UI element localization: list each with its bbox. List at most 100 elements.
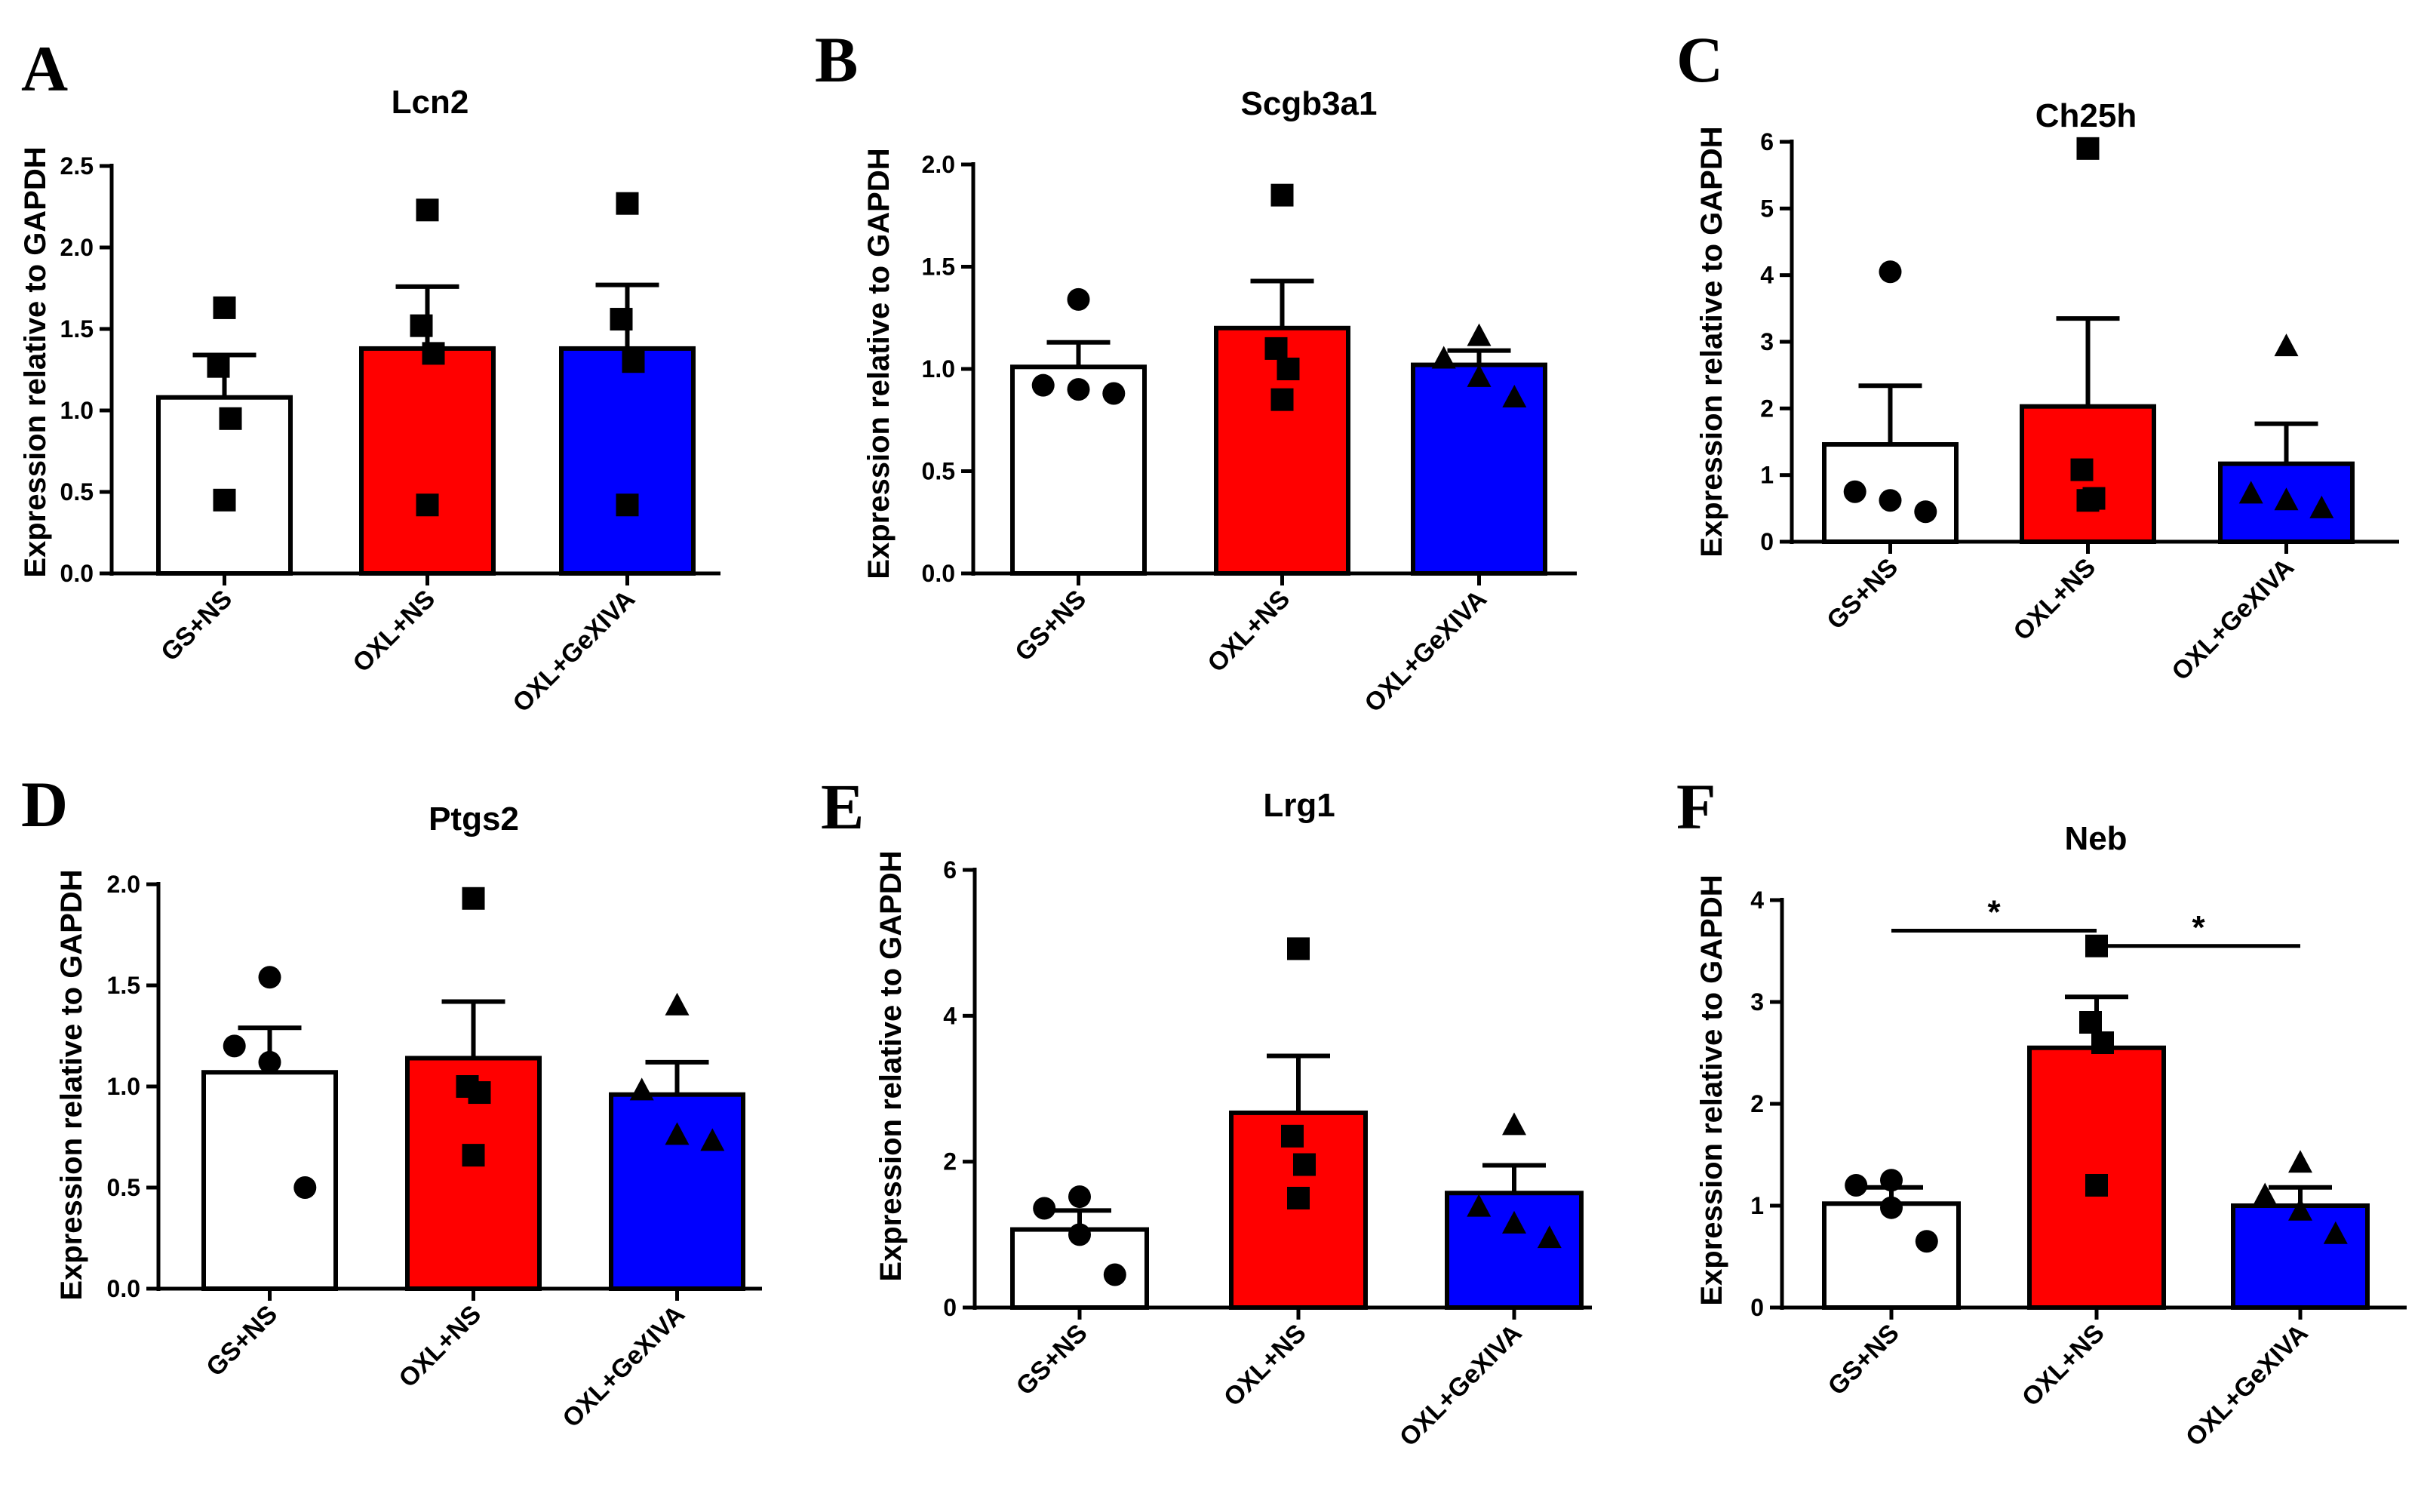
panel-letter: D <box>21 768 68 841</box>
y-axis-label: Expression relative to GAPDH <box>1695 874 1728 1305</box>
data-point <box>422 342 445 365</box>
y-tick-label: 0.0 <box>107 1275 140 1302</box>
data-point <box>1914 500 1937 524</box>
data-point <box>1067 287 1090 311</box>
data-point <box>2253 1182 2278 1206</box>
y-tick-label: 2.5 <box>60 152 94 180</box>
data-point <box>665 1122 690 1145</box>
x-tick-label: OXL+NS <box>1218 1319 1312 1412</box>
data-point <box>2309 495 2334 518</box>
x-tick-label: OXL+GeXIVA <box>557 1300 690 1434</box>
panel-e: E Lrg1 Expression relative to GAPDH 0 2 4 6 GS+… <box>821 770 1592 1452</box>
panel-d: D Ptgs2 Expression relative to GAPDH 0.0 0.5… <box>21 768 762 1434</box>
data-point <box>622 350 645 373</box>
y-tick-label: 6 <box>1760 128 1774 155</box>
y-tick-label: 0.5 <box>107 1174 140 1201</box>
data-point <box>2274 487 2299 511</box>
y-tick-label: 2 <box>943 1148 957 1175</box>
data-point <box>1880 1196 1903 1219</box>
panel-c: C Ch25h Expression relative to GAPDH 0 1 2 3 4 5… <box>1676 23 2399 687</box>
x-tick-label: OXL+GeXIVA <box>1359 585 1492 718</box>
y-axis-label: Expression relative to GAPDH <box>862 148 896 579</box>
x-tick-label: GS+NS <box>1821 553 1903 635</box>
data-point <box>2070 458 2094 481</box>
bar-oxl-gexiva <box>559 346 696 576</box>
y-tick-label: 1.5 <box>60 315 94 343</box>
data-point <box>2079 1011 2102 1034</box>
chart-title: Neb <box>2064 820 2127 857</box>
y-tick-label: 6 <box>943 856 957 884</box>
data-point <box>1068 1223 1091 1246</box>
significance-star: * <box>1987 894 2001 931</box>
data-point <box>1502 1210 1526 1234</box>
data-point <box>1067 378 1090 401</box>
y-axis-label: Expression relative to GAPDH <box>19 146 52 577</box>
data-point <box>1102 382 1126 405</box>
x-tick-label: OXL+GeXIVA <box>507 585 641 718</box>
data-point <box>2323 1221 2348 1244</box>
data-point <box>700 1128 725 1151</box>
y-tick-label: 2 <box>1750 1090 1764 1117</box>
data-point <box>1293 1153 1316 1176</box>
data-point <box>1915 1230 1938 1253</box>
panel-letter: E <box>821 770 864 843</box>
y-tick-label: 0 <box>1760 528 1774 555</box>
bar-gs-ns <box>1010 364 1147 576</box>
y-tick-label: 2.0 <box>107 871 140 898</box>
data-point <box>2288 1150 2312 1173</box>
data-point <box>2274 333 2299 357</box>
data-point <box>665 992 690 1016</box>
data-point <box>1467 1194 1492 1217</box>
x-tick-label: GS+NS <box>155 585 238 667</box>
panel-b: B Scgb3a1 Expression relative to GAPDH 0.0 0… <box>815 23 1577 718</box>
x-tick-label: OXL+NS <box>2008 553 2101 647</box>
data-point <box>2238 481 2263 504</box>
chart-title: Ptgs2 <box>429 801 519 837</box>
y-tick-label: 0 <box>943 1294 957 1321</box>
data-point <box>213 296 236 319</box>
panel-letter: B <box>815 23 858 96</box>
y-tick-label: 1.5 <box>922 254 955 281</box>
data-point <box>1502 1112 1526 1136</box>
data-point <box>2288 1197 2312 1221</box>
y-axis-label: Expression relative to GAPDH <box>55 869 88 1300</box>
x-tick-label: GS+NS <box>1823 1319 1905 1401</box>
data-point <box>416 198 439 222</box>
x-tick-label: GS+NS <box>201 1300 283 1382</box>
y-tick-label: 0.5 <box>60 478 94 506</box>
y-tick-label: 4 <box>1750 887 1764 914</box>
x-tick-label: OXL+NS <box>393 1300 487 1394</box>
x-tick-label: OXL+NS <box>2017 1319 2110 1412</box>
panel-a: A Lcn2 Expression relative to GAPDH 0.0 0.5 1… <box>19 32 720 718</box>
significance-star: * <box>2192 909 2205 946</box>
data-point <box>629 1077 654 1101</box>
data-point <box>207 355 230 378</box>
x-tick-label: GS+NS <box>1009 585 1092 667</box>
y-tick-label: 4 <box>1760 262 1774 289</box>
data-point <box>616 192 639 215</box>
data-point <box>1467 364 1492 387</box>
y-tick-label: 3 <box>1750 988 1764 1016</box>
data-point <box>2076 489 2100 512</box>
y-axis-label: Expression relative to GAPDH <box>874 850 908 1281</box>
data-point <box>616 493 639 517</box>
data-point <box>219 407 242 430</box>
data-point <box>2091 1031 2114 1054</box>
x-tick-label: OXL+GeXIVA <box>2180 1319 2314 1452</box>
data-point <box>1287 1187 1310 1209</box>
y-tick-label: 1.0 <box>922 355 955 383</box>
panel-letter: C <box>1676 23 1723 96</box>
data-point <box>1879 260 1902 284</box>
data-point <box>410 314 433 337</box>
data-point <box>1264 337 1288 360</box>
y-tick-label: 0.0 <box>60 560 94 587</box>
y-tick-label: 1 <box>1760 462 1774 489</box>
y-tick-label: 2 <box>1760 395 1774 422</box>
y-tick-label: 0 <box>1750 1294 1764 1321</box>
data-point <box>1277 358 1300 380</box>
panel-letter: F <box>1676 770 1716 843</box>
y-tick-label: 3 <box>1760 328 1774 355</box>
data-point <box>1537 1225 1562 1249</box>
data-point <box>213 488 236 512</box>
data-point <box>1068 1185 1091 1209</box>
